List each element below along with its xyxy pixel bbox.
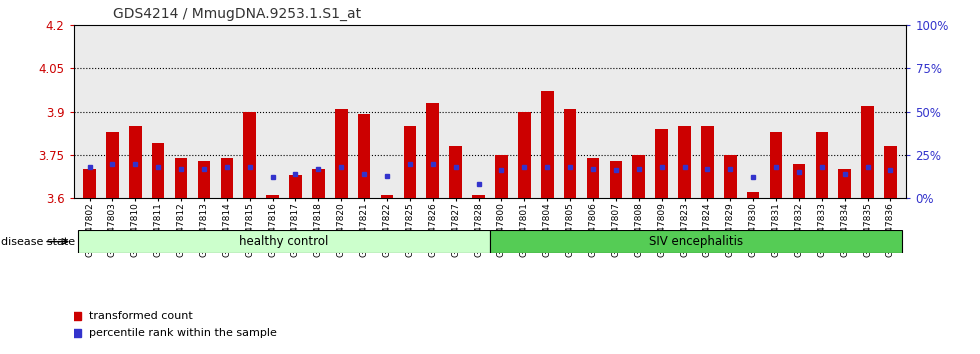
Bar — [174, 158, 187, 198]
Bar — [220, 158, 233, 198]
Text: percentile rank within the sample: percentile rank within the sample — [89, 328, 277, 338]
Text: healthy control: healthy control — [239, 235, 328, 248]
Bar — [815, 132, 828, 198]
Bar — [129, 126, 141, 198]
Bar — [152, 143, 165, 198]
Bar — [564, 109, 576, 198]
Bar — [312, 169, 324, 198]
Bar — [656, 129, 668, 198]
Bar — [380, 195, 393, 198]
Bar — [747, 193, 760, 198]
Text: GDS4214 / MmugDNA.9253.1.S1_at: GDS4214 / MmugDNA.9253.1.S1_at — [113, 7, 361, 21]
Bar — [78, 230, 490, 253]
Bar — [793, 164, 806, 198]
Bar — [884, 146, 897, 198]
Bar — [587, 158, 600, 198]
Bar — [541, 91, 554, 198]
Text: transformed count: transformed count — [89, 311, 193, 321]
Bar — [839, 169, 851, 198]
Bar — [404, 126, 416, 198]
Bar — [769, 132, 782, 198]
Bar — [335, 109, 348, 198]
Bar — [289, 175, 302, 198]
Bar — [495, 155, 508, 198]
Text: disease state: disease state — [1, 236, 75, 247]
Bar — [267, 195, 279, 198]
Bar — [632, 155, 645, 198]
Bar — [198, 161, 211, 198]
Bar — [106, 132, 119, 198]
Bar — [518, 112, 530, 198]
Bar — [243, 112, 256, 198]
Text: SIV encephalitis: SIV encephalitis — [649, 235, 743, 248]
Bar — [450, 146, 462, 198]
Bar — [472, 195, 485, 198]
Bar — [83, 169, 96, 198]
Bar — [426, 103, 439, 198]
Bar — [724, 155, 737, 198]
Bar — [701, 126, 713, 198]
Bar — [490, 230, 902, 253]
Bar — [678, 126, 691, 198]
Bar — [358, 114, 370, 198]
Bar — [861, 106, 874, 198]
Bar — [610, 161, 622, 198]
